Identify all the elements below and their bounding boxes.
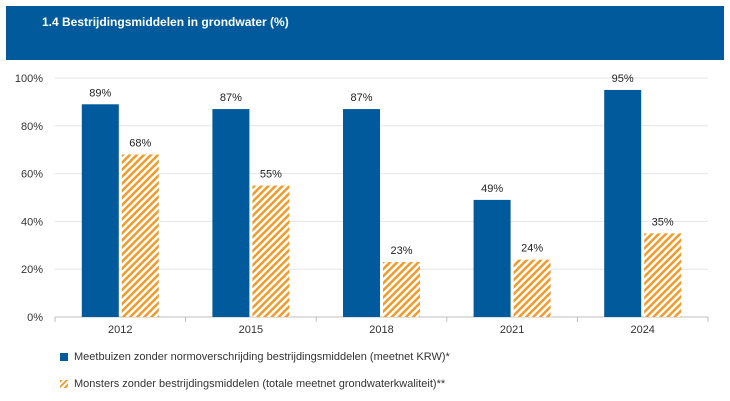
legend-item-series-2[interactable]: Monsters zonder bestrijdingsmiddelen (to… — [60, 378, 445, 390]
legend-swatch-solid — [60, 353, 68, 361]
bar-series-2[interactable] — [383, 262, 420, 317]
data-label: 23% — [390, 245, 412, 257]
y-tick-label: 80% — [21, 121, 43, 133]
y-tick-label: 20% — [21, 264, 43, 276]
x-tick-label: 2018 — [369, 324, 393, 336]
bar-series-2[interactable] — [121, 154, 159, 317]
bar-series-1[interactable] — [473, 199, 511, 317]
data-label: 89% — [89, 87, 111, 99]
data-labels: 89% 68% 87% 55% 87% 23% 49% 24% 95% 35% — [89, 73, 674, 257]
legend-label-series-1: Meetbuizen zonder normoverschrijding bes… — [74, 351, 450, 363]
bars — [81, 89, 682, 317]
axes: 0% 20% 40% 60% 80% 100% 2012 2015 2018 2021 2024 — [15, 73, 709, 336]
chart-title: 1.4 Bestrijdingsmiddelen in grondwater (… — [42, 15, 289, 29]
bar-series-2[interactable] — [252, 185, 290, 317]
legend-item-series-1[interactable]: Meetbuizen zonder normoverschrijding bes… — [60, 351, 450, 363]
data-label: 95% — [612, 73, 634, 85]
legend-swatch-hatched — [60, 380, 68, 388]
x-tick-label: 2024 — [630, 324, 654, 336]
data-label: 68% — [129, 137, 151, 149]
legend-label-series-2: Monsters zonder bestrijdingsmiddelen (to… — [74, 378, 446, 390]
data-label: 87% — [220, 92, 242, 104]
data-label: 87% — [350, 92, 372, 104]
bar-series-1[interactable] — [81, 104, 119, 317]
gridlines — [55, 77, 708, 270]
bar-series-1[interactable] — [212, 109, 250, 317]
y-tick-label: 60% — [21, 169, 43, 181]
bar-series-2[interactable] — [513, 259, 551, 317]
data-label: 49% — [481, 183, 503, 195]
data-label: 35% — [652, 216, 674, 228]
y-tick-label: 100% — [15, 73, 43, 85]
bar-series-1[interactable] — [343, 109, 380, 317]
x-tick-label: 2021 — [500, 324, 524, 336]
x-tick-label: 2012 — [108, 324, 132, 336]
y-tick-label: 0% — [27, 312, 43, 324]
data-label: 55% — [260, 169, 282, 181]
x-tick-label: 2015 — [239, 324, 263, 336]
chart-header: 1.4 Bestrijdingsmiddelen in grondwater (… — [6, 6, 724, 60]
bar-series-1[interactable] — [604, 89, 642, 317]
bar-series-2[interactable] — [644, 233, 682, 317]
data-label: 24% — [521, 243, 543, 255]
y-tick-label: 40% — [21, 216, 43, 228]
